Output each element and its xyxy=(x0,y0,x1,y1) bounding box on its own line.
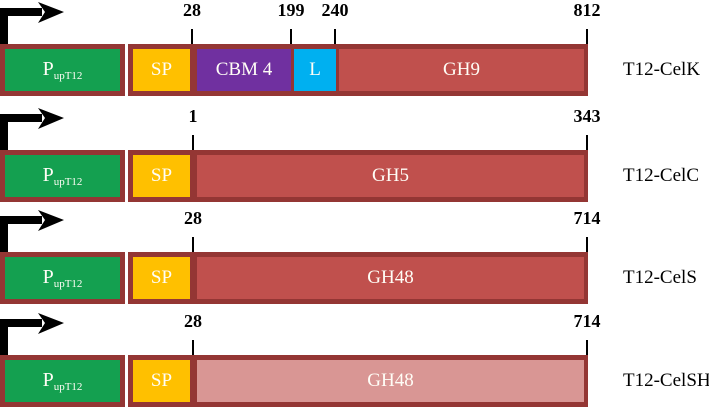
domain-box-sp: SP xyxy=(133,360,190,402)
domain-box-sp: SP xyxy=(133,155,190,197)
domain-box-gh9: GH9 xyxy=(339,49,584,91)
domain-box-cbm4: CBM 4 xyxy=(197,49,291,91)
position-number: 28 xyxy=(184,311,202,331)
promoter-arrow-icon xyxy=(0,313,64,355)
position-number: 240 xyxy=(321,0,349,20)
position-number: 199 xyxy=(277,0,305,20)
promoter-cassette-box: PupT12 xyxy=(0,150,125,202)
domain-box-l: L xyxy=(294,49,336,91)
construct-name-label: T12-CelSH xyxy=(623,370,709,391)
position-number: 1 xyxy=(188,106,198,126)
position-tick xyxy=(586,340,588,355)
construct-name-label: T12-CelC xyxy=(623,165,699,186)
gene-box: SP GH48 xyxy=(128,355,588,407)
gene-box: SP CBM 4 L GH9 xyxy=(128,44,588,96)
position-number: 28 xyxy=(183,0,201,20)
position-tick xyxy=(191,29,193,44)
promoter-cassette-box: PupT12 xyxy=(0,355,125,407)
domain-box-gh48: GH48 xyxy=(197,257,584,299)
gene-box: SP GH48 xyxy=(128,252,588,304)
position-tick xyxy=(586,237,588,252)
gene-box: SP GH5 xyxy=(128,150,588,202)
promoter-box: PupT12 xyxy=(5,257,120,299)
position-number: 714 xyxy=(573,208,601,228)
promoter-arrow-icon xyxy=(0,2,64,44)
position-tick xyxy=(192,135,194,150)
construct-row: 28 714 PupT12 SP GH48 T12-CelS xyxy=(0,208,709,308)
promoter-box: PupT12 xyxy=(5,360,120,402)
promoter-cassette-box: PupT12 xyxy=(0,44,125,96)
domain-box-gh48: GH48 xyxy=(197,360,584,402)
position-number: 343 xyxy=(573,106,601,126)
construct-row: 28 199 240 812 PupT12 SP CBM 4 L GH9 T12-CelK xyxy=(0,0,709,100)
position-tick xyxy=(290,29,292,44)
promoter-label: PupT12 xyxy=(42,266,83,290)
promoter-cassette-box: PupT12 xyxy=(0,252,125,304)
domain-box-gh5: GH5 xyxy=(197,155,584,197)
promoter-label: PupT12 xyxy=(42,58,83,82)
promoter-label: PupT12 xyxy=(42,369,83,393)
position-number: 714 xyxy=(573,311,601,331)
promoter-arrow-icon xyxy=(0,108,64,150)
position-number: 812 xyxy=(573,0,601,20)
position-tick xyxy=(192,237,194,252)
construct-row: 1 343 PupT12 SP GH5 T12-CelC xyxy=(0,106,709,206)
construct-name-label: T12-CelK xyxy=(623,59,701,80)
position-tick xyxy=(334,29,336,44)
promoter-label: PupT12 xyxy=(42,164,83,188)
position-tick xyxy=(586,135,588,150)
promoter-box: PupT12 xyxy=(5,155,120,197)
construct-name-label: T12-CelS xyxy=(623,267,697,288)
domain-box-sp: SP xyxy=(133,257,190,299)
promoter-arrow-icon xyxy=(0,210,64,252)
position-tick xyxy=(192,340,194,355)
position-number: 28 xyxy=(184,208,202,228)
domain-box-sp: SP xyxy=(133,49,190,91)
construct-row: 28 714 PupT12 SP GH48 T12-CelSH xyxy=(0,311,709,409)
position-tick xyxy=(586,29,588,44)
promoter-box: PupT12 xyxy=(5,49,120,91)
